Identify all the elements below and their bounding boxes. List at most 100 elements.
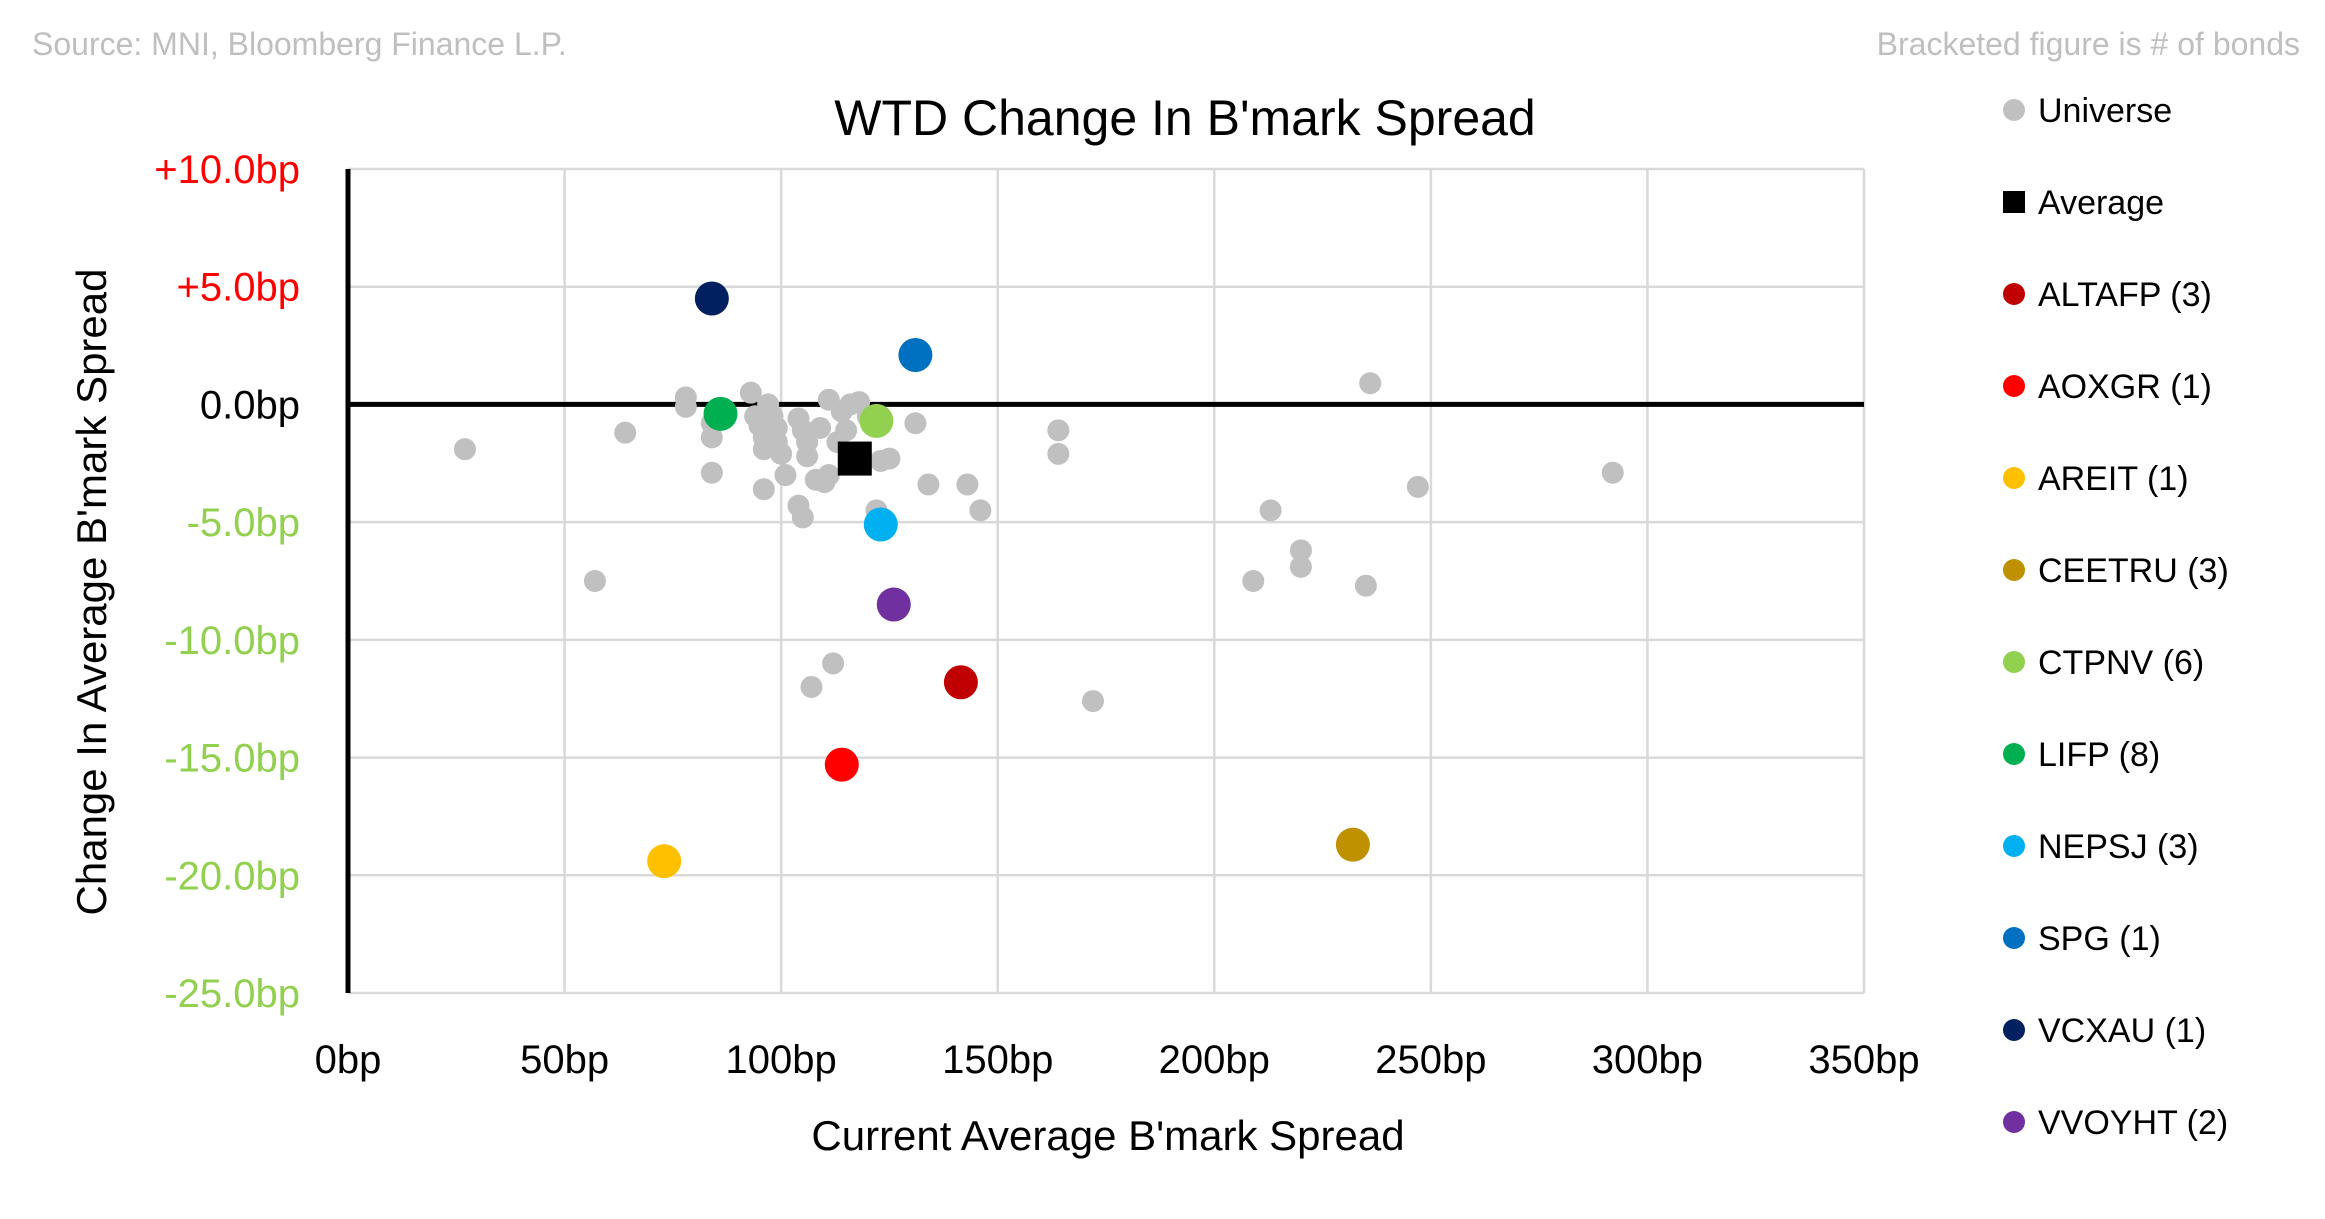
y-tick-label: -15.0bp [164, 737, 300, 781]
point-universe [791, 506, 814, 529]
point-universe [1359, 372, 1382, 395]
legend-item-average: Average [2003, 184, 2164, 222]
x-tick-label: 250bp [1375, 1038, 1486, 1082]
point-universe [796, 445, 819, 468]
x-tick-label: 0bp [315, 1038, 382, 1082]
legend-label: LIFP (8) [2038, 736, 2160, 774]
legend-item-vvoyht: VVOYHT (2) [2003, 1104, 2228, 1142]
y-tick-label: +5.0bp [177, 266, 300, 310]
point-altafp [943, 665, 978, 700]
point-universe [1354, 574, 1377, 597]
point-universe [904, 412, 927, 435]
point-spg [898, 337, 933, 372]
point-areit [647, 844, 682, 879]
y-tick-label: -25.0bp [164, 972, 300, 1016]
point-ctpnv [859, 403, 894, 438]
point-universe [700, 461, 723, 484]
legend-item-lifp: LIFP (8) [2003, 736, 2160, 774]
legend-marker [2003, 283, 2025, 305]
y-tick-label: -5.0bp [187, 501, 300, 545]
legend-label: Average [2038, 184, 2164, 222]
legend-label: CTPNV (6) [2038, 644, 2204, 682]
point-universe [835, 419, 858, 442]
legend-label: VVOYHT (2) [2038, 1104, 2228, 1142]
y-tick-labels: +10.0bp +5.0bp 0.0bp -5.0bp -10.0bp -15.0bp -2… [154, 148, 300, 1016]
x-tick-label: 50bp [520, 1038, 609, 1082]
point-nepsj [863, 507, 898, 542]
legend-marker [2003, 375, 2025, 397]
point-universe [1601, 461, 1624, 484]
x-tick-label: 350bp [1808, 1038, 1919, 1082]
point-universe [969, 499, 992, 522]
legend-marker [2003, 99, 2025, 121]
point-universe [822, 652, 845, 675]
point-universe [770, 442, 793, 465]
point-lifp [703, 396, 738, 431]
point-universe [809, 416, 832, 439]
x-tick-label: 100bp [726, 1038, 837, 1082]
legend-marker [2003, 743, 2025, 765]
x-tick-label: 300bp [1592, 1038, 1703, 1082]
point-universe [1289, 539, 1312, 562]
point-average [837, 441, 872, 476]
point-ceetru [1335, 827, 1370, 862]
point-universe [817, 464, 840, 487]
legend-item-vcxau: VCXAU (1) [2003, 1012, 2206, 1050]
legend-label: ALTAFP (3) [2038, 276, 2212, 314]
x-tick-labels: 0bp 50bp 100bp 150bp 200bp 250bp 300bp 350bp [315, 1038, 1920, 1082]
legend-item-ceetru: CEETRU (3) [2003, 552, 2229, 590]
point-universe [774, 464, 797, 487]
legend-marker [2003, 467, 2025, 489]
legend: Universe Average ALTAFP (3) AOXGR (1) AREIT … [2003, 92, 2229, 1142]
legend-marker [2003, 559, 2025, 581]
point-universe [1289, 555, 1312, 578]
legend-marker [2003, 835, 2025, 857]
legend-label: Universe [2038, 92, 2172, 130]
chart-title: WTD Change In B'mark Spread [834, 90, 1536, 146]
legend-label: NEPSJ (3) [2038, 828, 2199, 866]
x-axis-label: Current Average B'mark Spread [811, 1112, 1404, 1159]
y-tick-label: +10.0bp [154, 148, 300, 192]
point-universe [1406, 475, 1429, 498]
legend-label: VCXAU (1) [2038, 1012, 2206, 1050]
point-universe [1047, 442, 1070, 465]
point-universe [1242, 570, 1265, 592]
legend-item-aoxgr: AOXGR (1) [2003, 368, 2212, 406]
point-universe [956, 473, 979, 496]
point-universe [1259, 499, 1282, 522]
point-universe [700, 426, 723, 449]
y-axis-label: Change In Average B'mark Spread [68, 269, 115, 916]
point-universe [739, 381, 762, 404]
point-vvoyht [876, 587, 911, 622]
axes [345, 169, 1864, 993]
legend-item-nepsj: NEPSJ (3) [2003, 828, 2199, 866]
point-universe [800, 675, 823, 698]
point-universe [917, 473, 940, 496]
point-universe [1082, 690, 1105, 713]
y-tick-label: 0.0bp [200, 383, 300, 427]
legend-label: AOXGR (1) [2038, 368, 2212, 406]
legend-item-altafp: ALTAFP (3) [2003, 276, 2212, 314]
point-universe [674, 395, 697, 418]
gridlines [348, 167, 1866, 995]
point-universe [1047, 419, 1070, 442]
y-tick-label: -20.0bp [164, 854, 300, 898]
source-note: Source: MNI, Bloomberg Finance L.P. [32, 26, 567, 62]
point-aoxgr [824, 747, 859, 782]
data-points [453, 281, 1624, 879]
x-tick-label: 150bp [942, 1038, 1053, 1082]
legend-label: CEETRU (3) [2038, 552, 2229, 590]
legend-marker [2003, 1019, 2025, 1041]
x-tick-label: 200bp [1159, 1038, 1270, 1082]
y-tick-label: -10.0bp [164, 619, 300, 663]
legend-marker [2003, 1111, 2025, 1133]
legend-item-spg: SPG (1) [2003, 920, 2161, 958]
legend-label: AREIT (1) [2038, 460, 2189, 498]
point-universe [878, 447, 901, 470]
legend-item-universe: Universe [2003, 92, 2172, 130]
legend-item-ctpnv: CTPNV (6) [2003, 644, 2204, 682]
point-universe [583, 570, 606, 592]
legend-label: SPG (1) [2038, 920, 2161, 958]
point-universe [614, 421, 637, 444]
